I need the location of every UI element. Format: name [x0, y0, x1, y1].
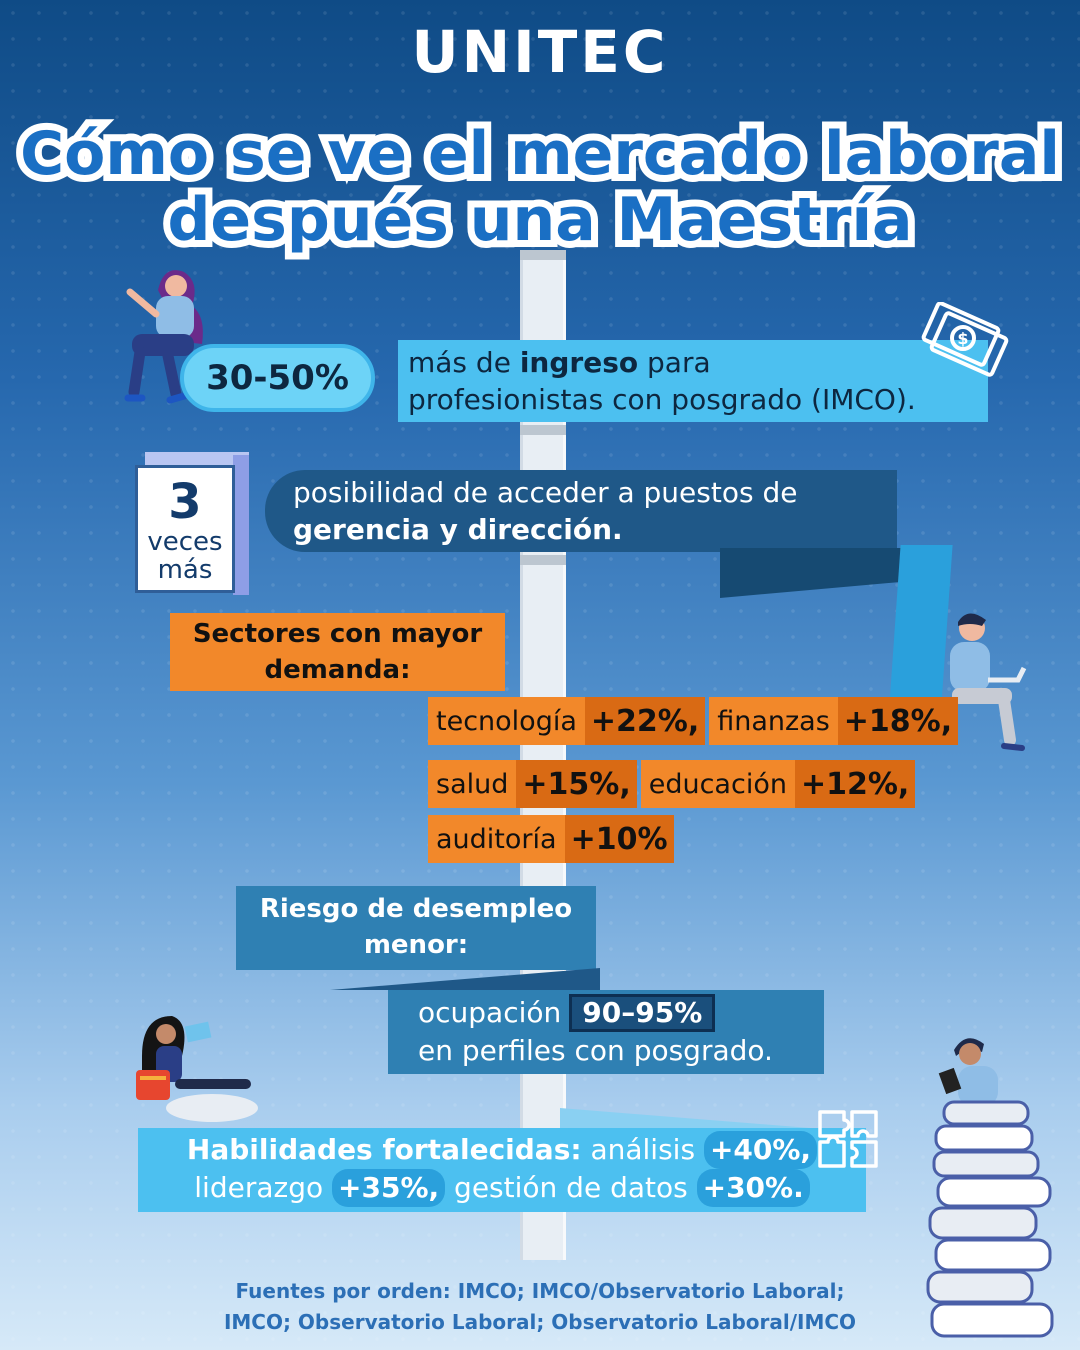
occupation-text: ocupación	[418, 996, 562, 1029]
multiplier-number: 3	[168, 474, 202, 530]
management-line1: posibilidad de acceder a puestos de	[293, 476, 798, 509]
multiplier-word2: más	[157, 555, 213, 585]
sector-name: finanzas	[709, 697, 838, 745]
income-text-post: para	[638, 346, 711, 379]
page-title-line1: Cómo se ve el mercado laboral	[13, 117, 1067, 191]
sector-percent: +12%,	[794, 760, 916, 808]
sector-percent: +22%,	[584, 697, 706, 745]
sector-name: tecnología	[428, 697, 585, 745]
sector-row: tecnología +22%, finanzas +18%,	[428, 697, 959, 745]
sector-percent: +15%,	[516, 760, 637, 808]
svg-text:$: $	[957, 329, 968, 348]
pole-band	[520, 555, 566, 565]
pole-band	[520, 425, 566, 435]
skill-percent: +40%,	[703, 1131, 818, 1169]
sector-row: salud +15%, educación +12%,	[428, 760, 916, 808]
sectors-label-line2: demanda:	[264, 655, 411, 685]
pole-band	[520, 250, 566, 260]
skill-name: liderazgo	[194, 1171, 324, 1204]
page-title-line2: después una Maestría	[160, 183, 919, 257]
skills-statement: Habilidades fortalecidas: análisis +40%,…	[138, 1128, 866, 1212]
puzzle-icon	[818, 1110, 878, 1168]
money-bills-icon: $	[921, 302, 1009, 377]
skill-name: gestión de datos	[454, 1171, 688, 1204]
sources-line1: Fuentes por orden: IMCO; IMCO/Observator…	[235, 1279, 845, 1303]
unemployment-label: Riesgo de desempleo menor:	[236, 886, 596, 970]
brand-logo: UNITEC	[411, 18, 669, 86]
unemployment-label-line2: menor:	[363, 930, 469, 960]
sector-row: auditoría +10%	[428, 815, 674, 863]
multiplier-word1: veces	[147, 527, 223, 557]
multiplier-cube: 3 veces más	[135, 465, 235, 593]
occupation-statement: ocupación 90–95% en perfiles con posgrado…	[388, 990, 824, 1074]
skill-percent: +30%.	[696, 1169, 810, 1207]
income-percent-badge: 30-50%	[180, 344, 375, 412]
cube-side-face	[233, 455, 249, 595]
income-text-bold: ingreso	[519, 346, 639, 379]
person-sitting-icon	[124, 270, 203, 404]
cube-top-face	[145, 452, 249, 466]
income-text-line2: profesionistas con posgrado (IMCO).	[408, 383, 916, 416]
skill-percent: +35%,	[332, 1169, 446, 1207]
sector-name: educación	[640, 760, 795, 808]
management-statement: posibilidad de acceder a puestos de gere…	[265, 470, 897, 552]
sector-name: auditoría	[428, 815, 565, 863]
sector-percent: +10%	[564, 815, 674, 863]
unemployment-label-line1: Riesgo de desempleo	[259, 894, 573, 924]
management-line2: gerencia y dirección.	[293, 513, 623, 546]
skills-label: Habilidades fortalecidas:	[186, 1133, 582, 1166]
sector-percent: +18%,	[837, 697, 959, 745]
occupation-line2: en perfiles con posgrado.	[418, 1034, 773, 1067]
sector-name: salud	[428, 760, 517, 808]
sectors-label: Sectores con mayor demanda:	[170, 613, 505, 691]
income-text-pre: más de	[408, 346, 520, 379]
occupation-percent: 90–95%	[569, 994, 716, 1032]
sources-line2: IMCO; Observatorio Laboral; Observatorio…	[223, 1310, 857, 1334]
person-with-laptop-icon	[950, 613, 1027, 751]
sectors-label-line1: Sectores con mayor	[192, 619, 483, 649]
skill-name: análisis	[590, 1133, 696, 1166]
books-stack-icon	[926, 1100, 1054, 1338]
income-statement: más de ingreso para profesionistas con p…	[398, 340, 988, 422]
sources-note: Fuentes por orden: IMCO; IMCO/Observator…	[150, 1276, 930, 1338]
person-reading-icon	[136, 1016, 258, 1122]
